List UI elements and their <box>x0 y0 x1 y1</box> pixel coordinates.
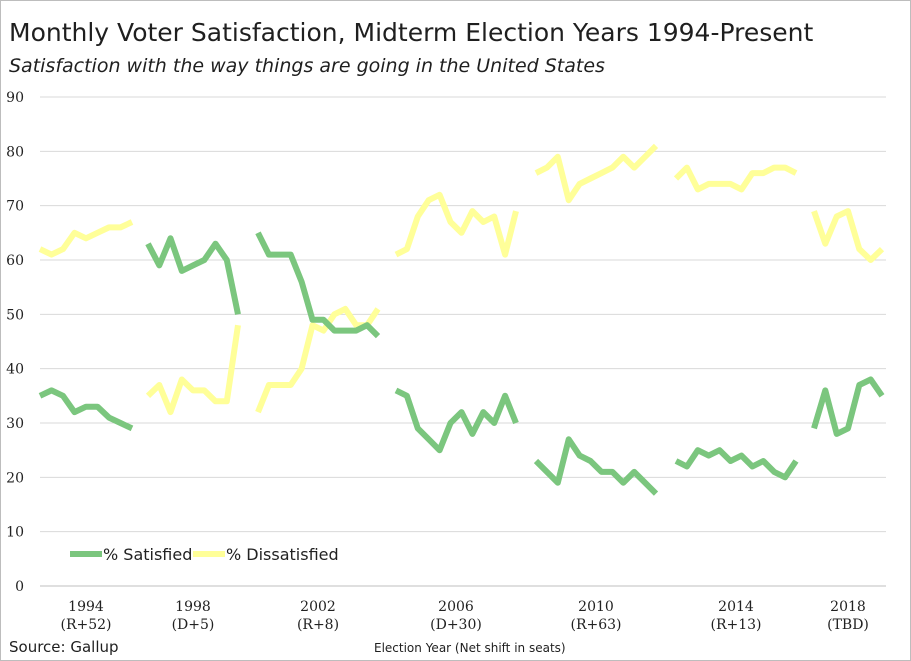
y-tick-label: 90 <box>6 90 24 106</box>
gridlines <box>40 96 886 587</box>
series-line-satisfied-2006 <box>394 387 519 454</box>
x-label-shift: (R+63) <box>570 617 621 633</box>
series-line-dissatisfied-2006 <box>394 191 519 258</box>
y-tick-label: 50 <box>6 307 24 323</box>
x-label-year: 1994 <box>68 599 104 615</box>
x-label-year: 2014 <box>718 599 754 615</box>
series-line-satisfied-2014 <box>674 447 799 481</box>
x-label-year: 2002 <box>300 599 336 615</box>
series-line-dissatisfied-2002 <box>255 305 381 414</box>
x-label-shift: (R+13) <box>710 617 761 633</box>
series-line-satisfied-2018 <box>811 376 885 437</box>
y-tick-label: 0 <box>15 579 24 595</box>
x-axis-labels: 1994 (R+52) 1998 (D+5) 2002 (R+8) 2006 (D+30) 20… <box>60 599 868 633</box>
y-tick-label: 80 <box>6 144 24 160</box>
y-tick-label: 70 <box>6 199 24 215</box>
series-line-dissatisfied-2010 <box>534 143 659 204</box>
x-label-shift: (D+5) <box>172 617 215 633</box>
series-line-dissatisfied-1994 <box>38 219 134 258</box>
legend: % Satisfied % Dissatisfied <box>70 545 339 564</box>
y-tick-label: 20 <box>6 470 24 486</box>
x-axis-title: Election Year (Net shift in seats) <box>374 641 566 655</box>
x-label-shift: (R+52) <box>60 617 111 633</box>
x-label-year: 1998 <box>175 599 211 615</box>
series-line-satisfied-1994 <box>38 387 134 432</box>
series-line-satisfied-2010 <box>533 436 659 496</box>
y-tick-label: 30 <box>6 416 24 432</box>
y-tick-label: 40 <box>6 362 24 378</box>
y-axis-ticks: 0 10 20 30 40 50 60 70 80 90 <box>6 90 24 595</box>
chart-title: Monthly Voter Satisfaction, Midterm Elec… <box>9 18 814 47</box>
x-label-year: 2006 <box>438 599 474 615</box>
series-line-dissatisfied-1998 <box>145 324 241 416</box>
legend-label-satisfied: % Satisfied <box>103 545 192 564</box>
x-label-year: 2018 <box>830 599 866 615</box>
y-tick-label: 10 <box>6 525 24 541</box>
y-tick-label: 60 <box>6 253 24 269</box>
x-label-shift: (R+8) <box>297 617 339 633</box>
series-line-satisfied-1998 <box>145 235 241 315</box>
series-line-dissatisfied-2014 <box>673 164 798 193</box>
x-label-year: 2010 <box>578 599 614 615</box>
legend-label-dissatisfied: % Dissatisfied <box>226 545 339 564</box>
x-label-shift: (D+30) <box>430 617 482 633</box>
chart-subtitle: Satisfaction with the way things are goi… <box>9 55 605 77</box>
source-note: Source: Gallup <box>9 638 119 656</box>
series-line-dissatisfied-2018 <box>811 208 885 263</box>
x-label-shift: (TBD) <box>827 617 869 633</box>
series-lines <box>38 143 885 496</box>
series-line-satisfied-2002 <box>255 231 381 339</box>
